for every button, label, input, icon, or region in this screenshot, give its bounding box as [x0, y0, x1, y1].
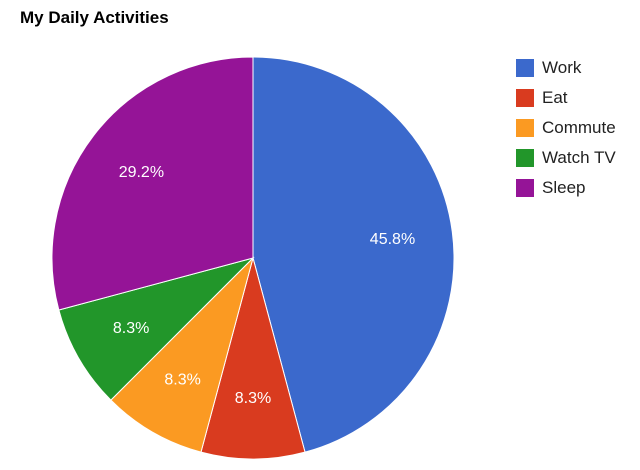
pie-slice-watch-tv[interactable]	[58, 257, 255, 401]
legend-label-watch-tv: Watch TV	[542, 148, 616, 167]
legend-item-commute[interactable]: Commute	[516, 116, 616, 140]
legend-swatch-sleep	[516, 179, 534, 197]
slice-label-eat: 8.3%	[235, 390, 271, 407]
legend-swatch-eat	[516, 89, 534, 107]
legend-item-eat[interactable]: Eat	[516, 86, 616, 110]
legend-swatch-commute	[516, 119, 534, 137]
legend-label-work: Work	[542, 58, 582, 77]
legend-item-work[interactable]: Work	[516, 56, 616, 80]
pie-slice-work[interactable]	[252, 56, 455, 453]
legend-item-sleep[interactable]: Sleep	[516, 176, 616, 200]
pie-slice-sleep[interactable]	[51, 56, 254, 311]
pie-slice-eat[interactable]	[200, 256, 306, 460]
legend-swatch-watch-tv	[516, 149, 534, 167]
chart-title: My Daily Activities	[20, 8, 169, 27]
slice-label-commute: 8.3%	[164, 371, 200, 388]
legend-label-eat: Eat	[542, 88, 568, 107]
legend: Work Eat Commute Watch TV Sleep	[516, 56, 616, 206]
legend-label-commute: Commute	[542, 118, 616, 137]
pie-slice-commute[interactable]	[110, 256, 254, 453]
legend-swatch-work	[516, 59, 534, 77]
legend-label-sleep: Sleep	[542, 178, 586, 197]
slice-label-work: 45.8%	[370, 231, 415, 248]
legend-item-watch-tv[interactable]: Watch TV	[516, 146, 616, 170]
slice-label-sleep: 29.2%	[119, 164, 164, 181]
slice-label-watch-tv: 8.3%	[113, 320, 149, 337]
